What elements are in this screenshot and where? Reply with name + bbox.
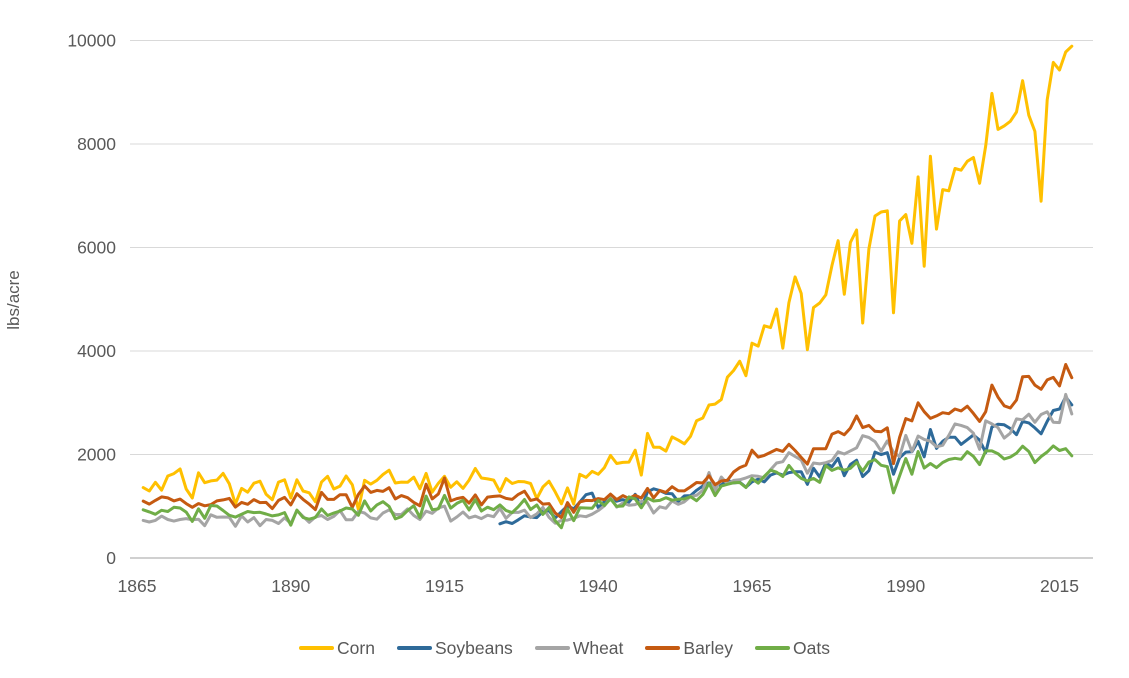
legend-item-corn: Corn xyxy=(299,638,375,659)
legend-swatch-oats xyxy=(755,645,790,651)
legend-swatch-corn xyxy=(299,645,335,651)
x-tick-label: 1865 xyxy=(118,576,157,596)
y-tick-label: 10000 xyxy=(67,31,116,51)
y-tick-label: 2000 xyxy=(77,445,116,465)
x-tick-label: 1915 xyxy=(425,576,464,596)
legend-label: Corn xyxy=(337,637,375,658)
legend-label: Wheat xyxy=(572,637,624,658)
chart-legend: Corn Soybeans Wheat Barley Oats xyxy=(0,633,1129,663)
x-tick-label: 1890 xyxy=(271,576,310,596)
series-line-oats xyxy=(141,444,1074,530)
legend-label: Barley xyxy=(683,637,733,658)
legend-item-soybeans: Soybeans xyxy=(396,637,513,659)
y-axis-title: lbs/acre xyxy=(4,270,23,330)
series-line-corn xyxy=(141,44,1074,512)
legend-label: Oats xyxy=(793,637,830,658)
legend-swatch-wheat xyxy=(534,645,570,651)
legend-item-wheat: Wheat xyxy=(534,637,624,659)
x-tick-label: 1965 xyxy=(733,576,772,596)
series-line-soybeans xyxy=(498,395,1074,526)
legend-swatch-soybeans xyxy=(396,645,432,651)
y-tick-label: 6000 xyxy=(77,238,116,258)
legend-item-barley: Barley xyxy=(645,638,733,659)
x-tick-label: 2015 xyxy=(1040,576,1079,596)
y-tick-label: 0 xyxy=(106,548,116,568)
y-tick-label: 8000 xyxy=(77,134,116,154)
legend-label: Soybeans xyxy=(434,637,513,658)
x-tick-label: 1940 xyxy=(579,576,618,596)
y-tick-label: 4000 xyxy=(77,341,116,361)
series-line-barley xyxy=(141,363,1074,519)
legend-swatch-barley xyxy=(645,645,681,651)
plot-area: 0 2000 4000 6000 8000 10000 1865 1890 1915 1940 19… xyxy=(67,31,1093,596)
x-tick-label: 1990 xyxy=(886,576,925,596)
legend-item-oats: Oats xyxy=(755,638,830,659)
